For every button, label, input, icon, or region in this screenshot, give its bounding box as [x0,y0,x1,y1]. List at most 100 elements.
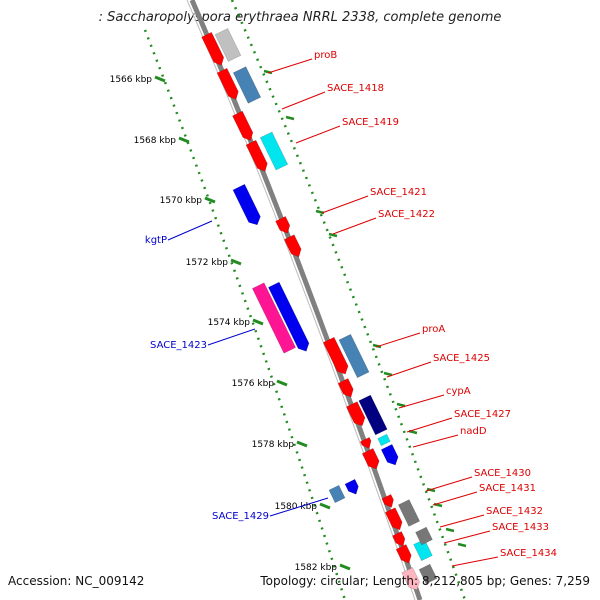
gene-1430[interactable] [381,494,396,509]
ruler-tick [319,502,331,510]
ruler-tick [230,258,242,266]
outer-tick [383,371,393,377]
gene-1419b[interactable] [245,139,270,174]
ruler-tick-label: 1566 kbp [110,75,153,85]
ruler-tick-label: 1578 kbp [252,440,295,450]
gene-label-right[interactable]: SACE_1427 [454,409,511,420]
gene-1423[interactable] [252,282,296,354]
ruler-tick-label: 1568 kbp [134,136,177,146]
gene-proB-b[interactable] [214,28,242,62]
gene-nadD-b[interactable] [380,444,401,467]
ruler-tick [252,318,264,326]
gene-1429-b[interactable] [344,478,361,496]
gene-label-right[interactable]: proB [314,50,337,61]
gene-proA[interactable] [322,336,350,376]
gene-1434[interactable] [401,567,422,592]
gene-label-right[interactable]: proA [422,324,445,335]
ruler-tick-label: 1580 kbp [275,502,318,512]
outer-tick [328,232,338,238]
ruler-tick [154,75,166,83]
accession-text: Accession: NC_009142 [8,574,145,588]
outer-tick [372,343,382,349]
label-leader-line [406,417,453,433]
gene-kgtP[interactable] [232,183,263,227]
gene-label-right[interactable]: SACE_1434 [500,548,557,559]
gene-1423-b[interactable] [268,281,311,354]
label-leader-line [267,58,313,74]
gene-label-right[interactable]: SACE_1421 [370,187,427,198]
label-leader-line [439,514,485,528]
gene-1419[interactable] [232,110,255,143]
gene-cypA-b[interactable] [358,394,388,436]
outer-tick [457,542,467,548]
gene-label-left[interactable]: SACE_1423 [150,340,207,351]
gene-1427b[interactable] [361,448,382,471]
gene-1429[interactable] [328,484,346,504]
gene-features[interactable] [201,28,438,592]
gene-label-right[interactable]: SACE_1419 [342,117,399,128]
gene-label-right[interactable]: SACE_1432 [486,506,543,517]
topology-text: Topology: circular; Length: 8,212,805 bp… [260,574,590,588]
label-leader-line [321,195,369,214]
ruler-line [143,29,347,600]
ruler-tick [276,379,288,387]
label-leader-line [425,476,473,492]
gene-label-right[interactable]: SACE_1422 [378,209,435,220]
gene-1419-c[interactable] [259,131,289,171]
outer-tick [445,527,455,533]
gene-1431[interactable] [384,507,405,533]
label-leader-line [295,125,341,144]
gene-label-right[interactable]: SACE_1433 [492,522,549,533]
gene-label-right[interactable]: nadD [460,426,487,437]
gene-1425[interactable] [337,378,356,399]
gene-label-right[interactable]: SACE_1431 [479,483,536,494]
label-leader-line [207,328,256,346]
gene-1432-b[interactable] [398,499,420,527]
gene-label-right[interactable]: SACE_1418 [327,83,384,94]
kbp-ruler: 1566 kbp 1568 kbp 1570 kbp 1572 kbp 1574 kbp… [110,29,351,600]
gene-1433-c[interactable] [415,526,433,546]
gene-1418-b[interactable] [232,66,262,104]
outer-tick [285,115,295,121]
label-leader-line [432,491,478,506]
gene-1433-b[interactable] [413,538,433,562]
gene-1421[interactable] [275,216,293,235]
gene-nadD[interactable] [377,433,391,447]
gene-label-right[interactable]: SACE_1425 [433,353,490,364]
outer-tick [396,402,406,408]
label-leader-line [167,220,213,241]
ruler-tick-label: 1572 kbp [186,258,229,268]
ruler-tick [204,196,216,204]
gene-label-left[interactable]: kgtP [145,235,167,246]
label-leader-line [412,434,459,448]
gene-label-right[interactable]: SACE_1430 [474,468,531,479]
gene-label-right[interactable]: cypA [446,386,471,397]
gene-1425-b[interactable] [338,333,370,379]
ruler-tick-label: 1574 kbp [208,318,251,328]
gene-1427[interactable] [359,436,373,450]
ruler-tick-label: 1576 kbp [232,379,275,389]
ruler-tick-label: 1570 kbp [160,196,203,206]
gene-label-left[interactable]: SACE_1429 [212,511,269,522]
ruler-tick [178,136,190,144]
label-leader-line [443,530,491,544]
label-leader-line [398,394,445,409]
gene-1418[interactable] [216,67,241,102]
label-leader-line [451,556,499,567]
gene-1432[interactable] [392,531,407,549]
label-leader-line [386,361,432,378]
gene-labels[interactable]: proB SACE_1418 SACE_1419 SACE_1421 SACE_1422… [145,50,557,567]
gene-1422[interactable] [283,234,304,260]
gene-1434-b[interactable] [418,563,438,585]
ruler-tick [296,440,308,448]
gene-proB[interactable] [201,31,227,67]
backbone-shadow [186,0,416,600]
gene-cypA[interactable] [346,401,367,429]
gene-1433[interactable] [395,544,414,565]
ruler-tick-label: 1582 kbp [295,563,338,573]
label-leader-line [269,497,329,517]
outer-track-line [230,0,467,600]
label-leader-line [281,91,326,110]
